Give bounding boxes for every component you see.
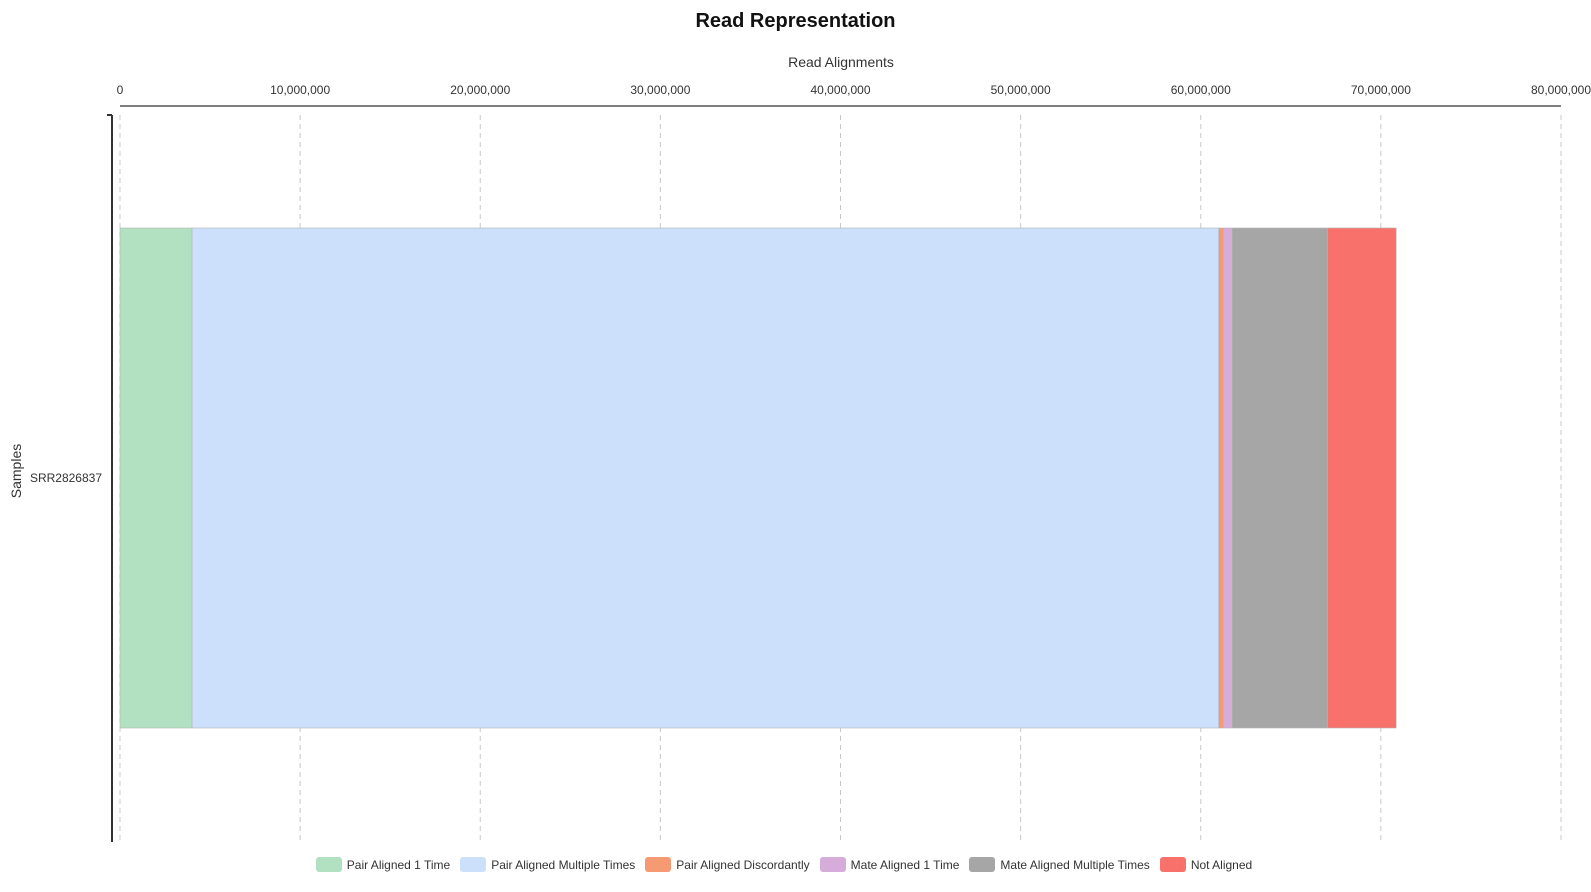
legend-item[interactable]: Pair Aligned Multiple Times: [460, 857, 635, 872]
x-tick-label: 30,000,000: [630, 83, 690, 97]
bar-segment: [119, 227, 193, 729]
x-tick-label: 70,000,000: [1351, 83, 1411, 97]
x-tick-label: 20,000,000: [450, 83, 510, 97]
legend-swatch: [819, 857, 846, 872]
x-tick-label: 60,000,000: [1171, 83, 1231, 97]
legend-label: Mate Aligned Multiple Times: [1000, 857, 1150, 872]
x-tick-label: 80,000,000: [1531, 83, 1591, 97]
bar-segment: [1222, 227, 1233, 729]
legend-item[interactable]: Pair Aligned 1 Time: [315, 857, 451, 872]
legend-item[interactable]: Pair Aligned Discordantly: [645, 857, 810, 872]
x-tick-label: 0: [117, 83, 124, 97]
legend-item[interactable]: Mate Aligned 1 Time: [819, 857, 960, 872]
legend-label: Mate Aligned 1 Time: [850, 857, 960, 872]
legend-label: Pair Aligned 1 Time: [346, 857, 451, 872]
legend-swatch: [460, 857, 487, 872]
legend-item[interactable]: Mate Aligned Multiple Times: [969, 857, 1150, 872]
bar-segment: [1218, 227, 1224, 729]
legend-label: Pair Aligned Multiple Times: [491, 857, 636, 872]
legend-label: Not Aligned: [1190, 857, 1253, 872]
x-tick-label: 40,000,000: [810, 83, 870, 97]
legend-label: Pair Aligned Discordantly: [676, 857, 810, 872]
x-tick-label: 50,000,000: [991, 83, 1051, 97]
bar-segment: [1231, 227, 1329, 729]
legend-swatch: [969, 857, 996, 872]
bar-segment: [191, 227, 1220, 729]
legend: Pair Aligned 1 Time Pair Aligned Multiple…: [0, 857, 1568, 872]
legend-swatch: [645, 857, 672, 872]
bar-segment: [1327, 227, 1397, 729]
x-tick-label: 10,000,000: [270, 83, 330, 97]
legend-swatch: [1159, 857, 1186, 872]
y-category-label: SRR2826837: [30, 471, 102, 485]
chart-title: Read Representation: [695, 10, 896, 32]
x-axis-label: Read Alignments: [788, 54, 894, 70]
legend-item[interactable]: Not Aligned: [1159, 857, 1253, 872]
legend-swatch: [315, 857, 342, 872]
